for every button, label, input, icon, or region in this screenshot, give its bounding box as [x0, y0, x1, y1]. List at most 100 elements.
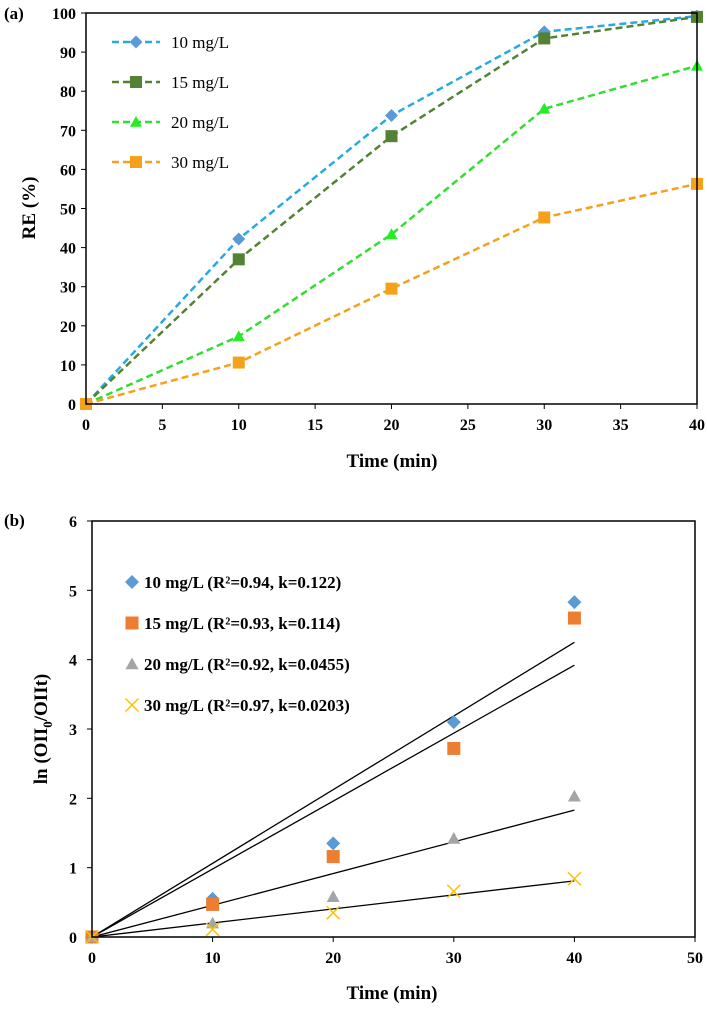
- panel-b-series-0-point: [326, 836, 341, 851]
- panel-b-y-tick-label: 4: [69, 653, 77, 670]
- panel-b-series-2-point: [447, 832, 461, 844]
- panel-b-legend-label-3: 30 mg/L (R²=0.97, k=0.0203): [144, 696, 350, 715]
- panel-b-x-tick-label: 20: [325, 950, 341, 967]
- panel-a-plot-frame: [85, 12, 698, 405]
- panel-b-legend-label-1: 15 mg/L (R²=0.93, k=0.114): [144, 614, 340, 633]
- panel-b-y-axis-label-sub: 0: [40, 721, 55, 728]
- panel-b-y-tick-label: 0: [69, 930, 77, 947]
- panel-b-series-2-point: [567, 789, 581, 802]
- panel-b-ticks: 0 1 2 3 4 5 6 0 10 20 30 40 50: [69, 514, 703, 967]
- panel-b-x-tick-label: 50: [687, 950, 703, 967]
- panel-a-y-tick-label: 40: [60, 241, 76, 258]
- panel-a-y-tick-label: 20: [60, 319, 76, 336]
- panel-b-x-tick-label: 30: [446, 950, 462, 967]
- panel-b-x-tick-label: 0: [88, 950, 96, 967]
- panel-b-series-3-point: [567, 871, 582, 886]
- panel-a-legend-label-3: 30 mg/L: [171, 153, 229, 172]
- panel-b-series-1-point: [567, 611, 581, 625]
- panel-b-y-tick-label: 3: [69, 722, 77, 739]
- panel-a-y-tick-label: 100: [52, 6, 76, 23]
- panel-a-legend-label-1: 15 mg/L: [171, 73, 229, 92]
- panel-b-legend-marker-2: [125, 657, 139, 670]
- panel-a-x-axis-label: Time (min): [347, 451, 438, 472]
- panel-a-legend-marker-3: [130, 156, 142, 168]
- panel-b-x-tick-label: 10: [205, 950, 221, 967]
- panel-a-series-3-point: [538, 211, 551, 224]
- panel-b-legend-label-2: 20 mg/L (R²=0.92, k=0.0455): [144, 655, 350, 674]
- panel-a-x-tick-label: 20: [384, 417, 400, 434]
- panel-a-y-tick-label: 30: [60, 280, 76, 297]
- panel-a-legend-marker-0: [129, 35, 143, 49]
- panel-b-legend-marker-0: [125, 575, 139, 589]
- panel-b-series-3-point: [446, 884, 461, 899]
- panel-a-series-1-point: [232, 253, 245, 266]
- panel-b-y-tick-label: 1: [69, 861, 77, 878]
- panel-a-series-2-point: [385, 228, 398, 240]
- panel-b-y-tick-label: 6: [69, 514, 77, 531]
- panel-b-plot-frame: [91, 520, 696, 938]
- panel-a-x-tick-label: 5: [158, 417, 166, 434]
- panel-b-x-axis-label: Time (min): [347, 983, 438, 1004]
- panel-a-ticks: 0 10 20 30 40 50 60 70 80 90 100 0 5 10 15 20 25 30 35 40: [52, 6, 705, 434]
- panel-b-y-tick-label: 2: [69, 791, 77, 808]
- panel-a-x-tick-label: 0: [82, 417, 90, 434]
- panel-a-series-0-point: [537, 25, 551, 39]
- panel-a-series-1-point: [538, 32, 551, 45]
- panel-a-y-tick-label: 80: [60, 84, 76, 101]
- panel-b-series-3-point: [205, 922, 220, 937]
- panel-a-series-2-point: [232, 330, 245, 342]
- panel-a-x-tick-label: 25: [460, 417, 476, 434]
- panel-b-y-axis-label: ln (OII0/OIIt): [31, 674, 55, 785]
- panel-b-fit-lines: [91, 641, 575, 938]
- panel-a-series-3-point: [232, 356, 245, 369]
- panel-a-y-axis-label: RE (%): [19, 177, 40, 240]
- panel-a-x-tick-label: 30: [536, 417, 552, 434]
- panel-a-y-tick-label: 90: [60, 45, 76, 62]
- panel-a-legend-marker-2: [130, 116, 142, 127]
- panel-b: (b) 0 1 2 3 4 5 6 0 10 20 30 40 50 10 mg/L (R²=0.94,…: [4, 511, 703, 1004]
- panel-a-y-tick-label: 60: [60, 162, 76, 179]
- panel-b-series-1-fit-line: [91, 664, 575, 938]
- panel-b-series-2-fit-line: [91, 809, 575, 938]
- panel-a-legend-label-2: 20 mg/L: [171, 113, 229, 132]
- panel-b-series-1-point: [326, 850, 340, 864]
- panel-b-legend-label-0: 10 mg/L (R²=0.94, k=0.122): [144, 573, 341, 592]
- panel-a-legend: 10 mg/L 15 mg/L 20 mg/L 30 mg/L: [112, 33, 229, 172]
- panel-a-x-tick-label: 10: [231, 417, 247, 434]
- panel-a-series-2-line: [85, 64, 698, 406]
- panel-a-y-tick-label: 10: [60, 358, 76, 375]
- panel-a-legend-marker-1: [130, 76, 142, 88]
- panel-a-series-1-line: [85, 15, 698, 405]
- panel-a-series-3-line: [85, 182, 698, 406]
- panel-a: (a) 0 10 20 30 40 50 60 70 80 90 100 0 5 10 15 20 25 30 35…: [4, 4, 705, 472]
- panel-a-series-0-point: [232, 232, 246, 246]
- panel-a-y-tick-label: 50: [60, 202, 76, 219]
- panel-a-y-tick-label: 0: [68, 397, 76, 414]
- panel-a-y-tick-label: 70: [60, 123, 76, 140]
- panel-b-legend: 10 mg/L (R²=0.94, k=0.122) 15 mg/L (R²=0.…: [124, 573, 350, 715]
- panel-b-legend-marker-1: [125, 616, 139, 630]
- panel-a-x-tick-label: 35: [613, 417, 629, 434]
- panel-b-series-2-point: [326, 890, 340, 902]
- panel-b-series-0-point: [567, 595, 582, 610]
- panel-b-y-axis-label-main: ln (OII: [31, 728, 52, 785]
- panel-a-x-tick-label: 40: [689, 417, 705, 434]
- panel-a-x-tick-label: 15: [307, 417, 323, 434]
- panel-b-markers: [84, 595, 582, 945]
- panel-a-series-0-point: [385, 108, 398, 122]
- panel-b-series-3-fit-line: [91, 880, 575, 938]
- panel-b-series-0-fit-line: [91, 641, 575, 938]
- panel-a-series-1-point: [385, 130, 398, 143]
- panel-b-y-axis-label-end: /OIIt): [31, 674, 52, 723]
- panel-b-x-tick-label: 40: [566, 950, 582, 967]
- panel-b-series-3-point: [326, 905, 341, 920]
- panel-a-series-3-point: [385, 282, 398, 295]
- panel-a-label: (a): [4, 4, 24, 23]
- panel-b-y-tick-label: 5: [69, 583, 77, 600]
- panel-b-series-0-point: [446, 715, 461, 730]
- panel-b-label: (b): [4, 511, 25, 530]
- panel-a-markers: [79, 9, 704, 411]
- panel-a-series-2-point: [538, 102, 551, 114]
